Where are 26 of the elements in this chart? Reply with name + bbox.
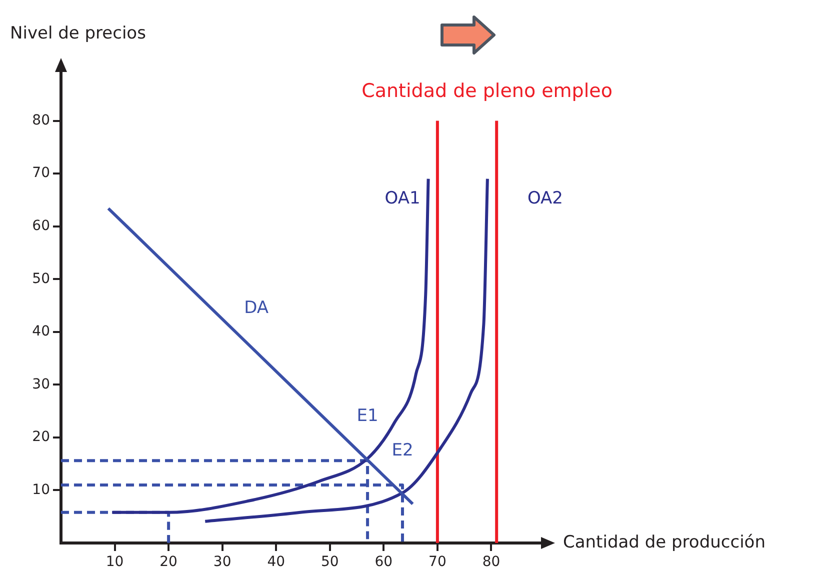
y-tick-label: 30 bbox=[32, 376, 50, 392]
text: OA2 bbox=[527, 188, 563, 208]
y-tick-label: 80 bbox=[32, 112, 50, 128]
y-tick-label: 60 bbox=[32, 218, 50, 234]
y-tick-label: 70 bbox=[32, 165, 50, 182]
x-tick-label: 70 bbox=[428, 554, 446, 570]
x-tick-label: 20 bbox=[160, 554, 178, 570]
series-label: OA1 bbox=[384, 188, 420, 208]
annotation: E2 bbox=[392, 440, 414, 460]
y-tick-label: 50 bbox=[32, 270, 50, 287]
x-tick-label: 80 bbox=[482, 554, 500, 570]
x-tick-label: 30 bbox=[213, 554, 232, 570]
x-axis-title: Cantidad de producción bbox=[563, 532, 766, 552]
y-tick-label: 10 bbox=[32, 482, 50, 498]
line-series bbox=[204, 177, 489, 523]
y-tick-label: 20 bbox=[32, 429, 50, 446]
annotation: Cantidad de pleno empleo bbox=[362, 80, 612, 102]
y-tick-label: 40 bbox=[32, 324, 50, 340]
line-series bbox=[110, 177, 430, 514]
x-tick-label: 50 bbox=[320, 554, 339, 570]
series-label: DA bbox=[244, 298, 269, 318]
x-tick-label: 60 bbox=[374, 554, 393, 570]
annotation: E1 bbox=[356, 406, 378, 426]
x-tick-label: 40 bbox=[267, 554, 286, 570]
x-tick-label: 10 bbox=[106, 554, 124, 570]
y-axis-title: Nivel de precios bbox=[10, 23, 146, 44]
